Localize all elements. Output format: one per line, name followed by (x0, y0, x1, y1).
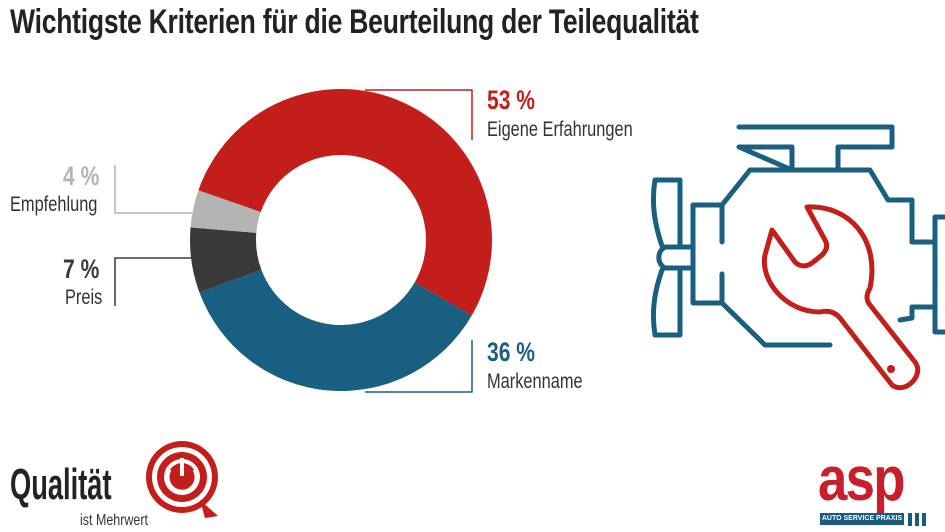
leader-line-eigene-erfahrungen (365, 89, 473, 140)
donut-slice-empfehlung (190, 190, 261, 233)
value-label-empfehlung: 4 % (63, 161, 100, 191)
leader-line-empfehlung (114, 165, 192, 214)
category-label-empfehlung: Empfehlung (10, 193, 98, 216)
donut-slice-markenname (199, 269, 472, 391)
asp-logo-subtitle: AUTO SERVICE PRAXIS (820, 513, 904, 525)
leader-line-preis (114, 257, 192, 306)
qualitaet-logo-subtitle: ist Mehrwert (80, 512, 148, 529)
donut-slice-eigene-erfahrungen (198, 88, 492, 316)
asp-logo-bars (908, 513, 926, 526)
leader-line-markenname (365, 340, 473, 393)
category-label-markenname: Markenname (487, 370, 583, 393)
donut-slice-preis (189, 227, 262, 293)
value-label-markenname: 36 % (487, 337, 536, 367)
value-label-preis: 7 % (63, 254, 100, 284)
qualitaet-logo-mark (146, 441, 218, 518)
category-label-eigene-erfahrungen: Eigene Erfahrungen (487, 118, 633, 141)
value-label-eigene-erfahrungen: 53 % (487, 85, 536, 115)
category-label-preis: Preis (65, 286, 103, 309)
qualitaet-logo-text: Qualität (10, 460, 112, 509)
asp-logo-text: asp (818, 445, 905, 514)
chart-title: Wichtigste Kriterien für die Beurteilung… (10, 3, 699, 41)
wrench-icon (761, 204, 920, 390)
engine-icon (650, 124, 945, 348)
